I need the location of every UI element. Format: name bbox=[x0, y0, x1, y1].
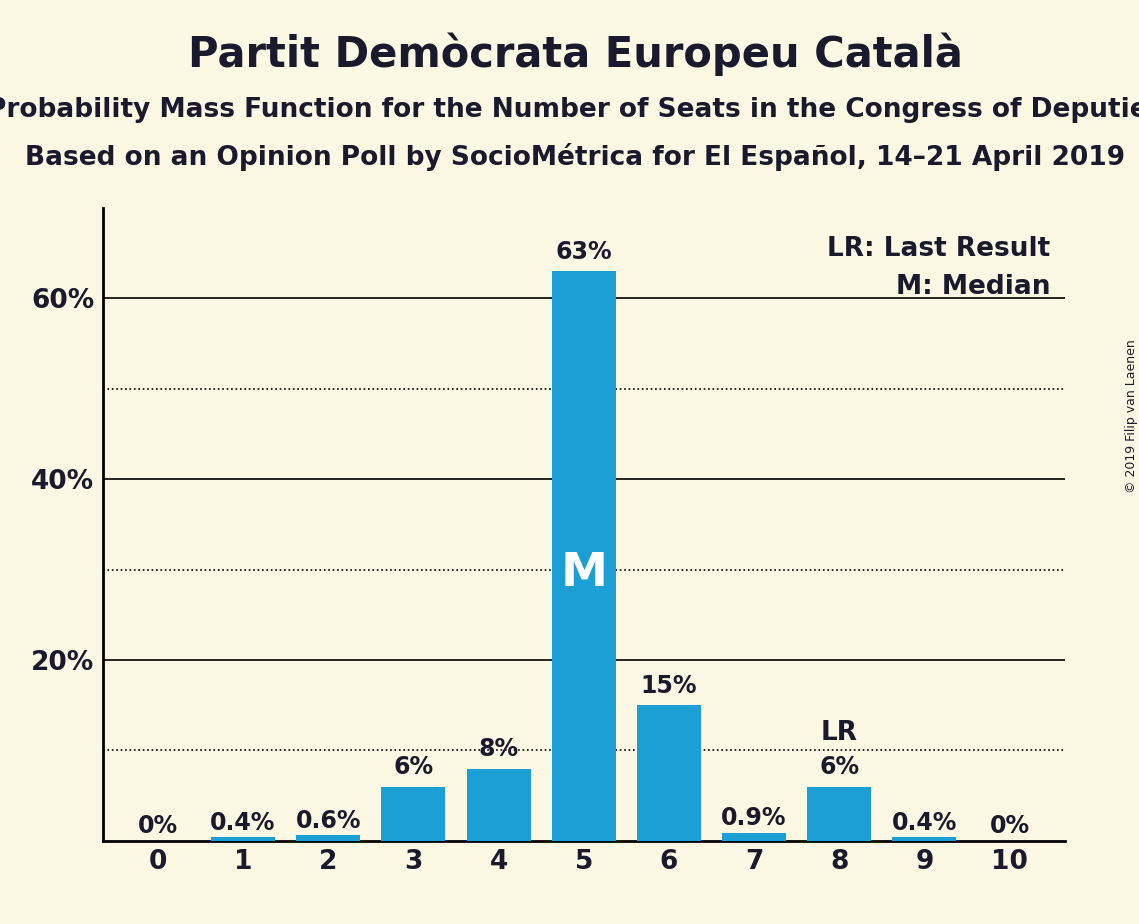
Text: 0.4%: 0.4% bbox=[892, 810, 957, 834]
Text: M: Median: M: Median bbox=[896, 274, 1050, 300]
Bar bbox=[551, 272, 616, 841]
Bar bbox=[382, 786, 445, 841]
Bar bbox=[722, 833, 786, 841]
Text: © 2019 Filip van Laenen: © 2019 Filip van Laenen bbox=[1124, 339, 1138, 492]
Text: 6%: 6% bbox=[393, 755, 434, 779]
Text: Based on an Opinion Poll by SocioMétrica for El Español, 14–21 April 2019: Based on an Opinion Poll by SocioMétrica… bbox=[25, 143, 1125, 171]
Text: 15%: 15% bbox=[640, 674, 697, 698]
Text: 0%: 0% bbox=[990, 814, 1030, 838]
Text: Partit Demòcrata Europeu Català: Partit Demòcrata Europeu Català bbox=[188, 32, 962, 76]
Text: 6%: 6% bbox=[819, 755, 859, 779]
Text: LR: LR bbox=[821, 720, 858, 746]
Bar bbox=[211, 837, 274, 841]
Text: 8%: 8% bbox=[478, 737, 518, 761]
Bar bbox=[808, 786, 871, 841]
Bar bbox=[467, 769, 531, 841]
Text: 63%: 63% bbox=[556, 240, 612, 264]
Text: 0%: 0% bbox=[138, 814, 178, 838]
Text: 0.9%: 0.9% bbox=[721, 806, 787, 830]
Text: M: M bbox=[560, 551, 607, 596]
Text: Probability Mass Function for the Number of Seats in the Congress of Deputies: Probability Mass Function for the Number… bbox=[0, 97, 1139, 123]
Text: 0.6%: 0.6% bbox=[295, 808, 361, 833]
Bar bbox=[296, 835, 360, 841]
Text: 0.4%: 0.4% bbox=[211, 810, 276, 834]
Text: LR: Last Result: LR: Last Result bbox=[827, 237, 1050, 262]
Bar bbox=[893, 837, 957, 841]
Bar bbox=[637, 705, 700, 841]
